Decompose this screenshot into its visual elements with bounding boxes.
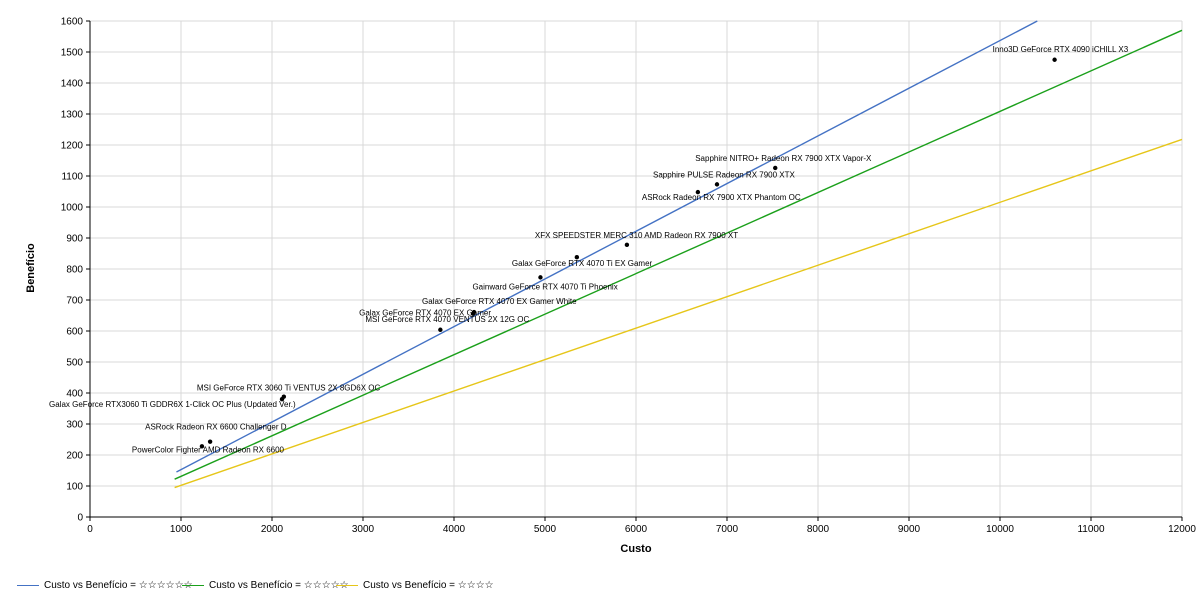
data-point: [773, 165, 778, 171]
data-point: [438, 327, 443, 332]
y-tick-label: 800: [66, 265, 83, 276]
axes: [86, 20, 1183, 521]
data-point: [574, 255, 580, 260]
point-label: Galax GeForce RTX3060 Ti GDDR6X 1-Click …: [49, 400, 296, 409]
y-tick-labels: 0 100 200 300 400 500 600 700 800 900 1000 1100 1200…: [61, 17, 84, 524]
data-point: [281, 394, 287, 399]
point-labels: PowerColor Fighter AMD Radeon RX 6600 ASR…: [49, 45, 1129, 455]
point-label: Galax GeForce RTX 4070 EX Gamer: [359, 309, 491, 318]
data-point: [695, 189, 701, 195]
point-label: Sapphire NITRO+ Radeon RX 7900 XTX Vapor…: [695, 154, 872, 163]
y-tick-label: 900: [66, 234, 83, 245]
y-tick-label: 200: [66, 451, 83, 462]
trend-line-2: [174, 138, 1183, 489]
x-tick-label: 3000: [352, 524, 375, 535]
y-tick-label: 600: [66, 327, 83, 338]
data-point: [714, 182, 720, 187]
point-label: ASRock Radeon RX 6600 Challenger D: [145, 423, 287, 432]
y-tick-label: 1400: [61, 79, 84, 90]
x-tick-label: 10000: [986, 524, 1014, 535]
data-point: [538, 275, 543, 280]
point-label: Inno3D GeForce RTX 4090 iCHILL X3: [993, 45, 1129, 54]
data-point: [471, 309, 477, 315]
x-tick-label: 11000: [1077, 524, 1105, 535]
data-point: [1052, 57, 1057, 62]
x-tick-label: 8000: [807, 524, 830, 535]
point-label: XFX SPEEDSTER MERC 310 AMD Radeon RX 790…: [535, 231, 738, 240]
y-tick-label: 300: [66, 420, 83, 431]
point-label: MSI GeForce RTX 4070 VENTUS 2X 12G OC: [365, 315, 529, 324]
legend-item-5-stars: Custo vs Benefício = ☆☆☆☆☆: [182, 580, 349, 591]
grid: [90, 20, 1183, 517]
y-tick-label: 1600: [61, 17, 84, 28]
point-label: ASRock Radeon RX 7900 XTX Phantom OC: [642, 193, 801, 202]
y-tick-label: 700: [66, 296, 83, 307]
y-tick-label: 1000: [61, 203, 84, 214]
x-tick-label: 5000: [534, 524, 557, 535]
data-point: [624, 242, 630, 248]
x-tick-label: 9000: [898, 524, 921, 535]
legend-swatch-yellow: [336, 585, 358, 586]
trend-line-1: [174, 29, 1183, 480]
y-tick-label: 1200: [61, 141, 84, 152]
legend-label: Custo vs Benefício = ☆☆☆☆: [363, 580, 494, 591]
y-axis-title: Benefício: [25, 243, 37, 293]
x-axis-title: Custo: [620, 543, 651, 555]
legend-swatch-blue: [17, 585, 39, 586]
y-tick-label: 500: [66, 358, 83, 369]
x-tick-labels: 0 1000 2000 3000 4000 5000 6000 7000 8000 9000 100…: [87, 524, 1196, 535]
x-tick-label: 1000: [170, 524, 193, 535]
point-label: Galax GeForce RTX 4070 Ti EX Gamer: [512, 259, 653, 268]
legend: Custo vs Benefício = ☆☆☆☆☆☆ Custo vs Ben…: [0, 580, 1200, 598]
legend-item-6-stars: Custo vs Benefício = ☆☆☆☆☆☆: [17, 580, 193, 591]
legend-label: Custo vs Benefício = ☆☆☆☆☆: [209, 580, 349, 591]
legend-swatch-green: [182, 585, 204, 586]
point-label: MSI GeForce RTX 3060 Ti VENTUS 2X 8GD6X …: [197, 384, 381, 393]
point-label: Gainward GeForce RTX 4070 Ti Phoenix: [472, 282, 617, 291]
x-tick-label: 0: [87, 524, 93, 535]
x-tick-label: 2000: [261, 524, 284, 535]
trend-line-0: [176, 20, 1038, 473]
data-point: [207, 439, 213, 444]
data-point: [199, 444, 205, 449]
x-tick-label: 4000: [443, 524, 466, 535]
point-label: PowerColor Fighter AMD Radeon RX 6600: [132, 445, 285, 454]
chart-svg: 0 1000 2000 3000 4000 5000 6000 7000 8000 9000 100…: [25, 17, 1196, 556]
y-tick-label: 1500: [61, 48, 84, 59]
y-tick-label: 1300: [61, 110, 84, 121]
data-points: [199, 57, 1057, 449]
trend-lines: [174, 20, 1183, 489]
point-label: Sapphire PULSE Radeon RX 7900 XTX: [653, 170, 796, 179]
y-tick-label: 1100: [61, 172, 83, 183]
legend-label: Custo vs Benefício = ☆☆☆☆☆☆: [44, 580, 193, 591]
x-tick-label: 12000: [1168, 524, 1196, 535]
x-tick-label: 7000: [716, 524, 739, 535]
legend-item-4-stars: Custo vs Benefício = ☆☆☆☆: [336, 580, 494, 591]
y-tick-label: 100: [66, 482, 83, 493]
x-tick-label: 6000: [625, 524, 648, 535]
point-label: Galax GeForce RTX 4070 EX Gamer White: [422, 297, 577, 306]
y-tick-label: 0: [77, 513, 83, 524]
y-tick-label: 400: [66, 389, 83, 400]
